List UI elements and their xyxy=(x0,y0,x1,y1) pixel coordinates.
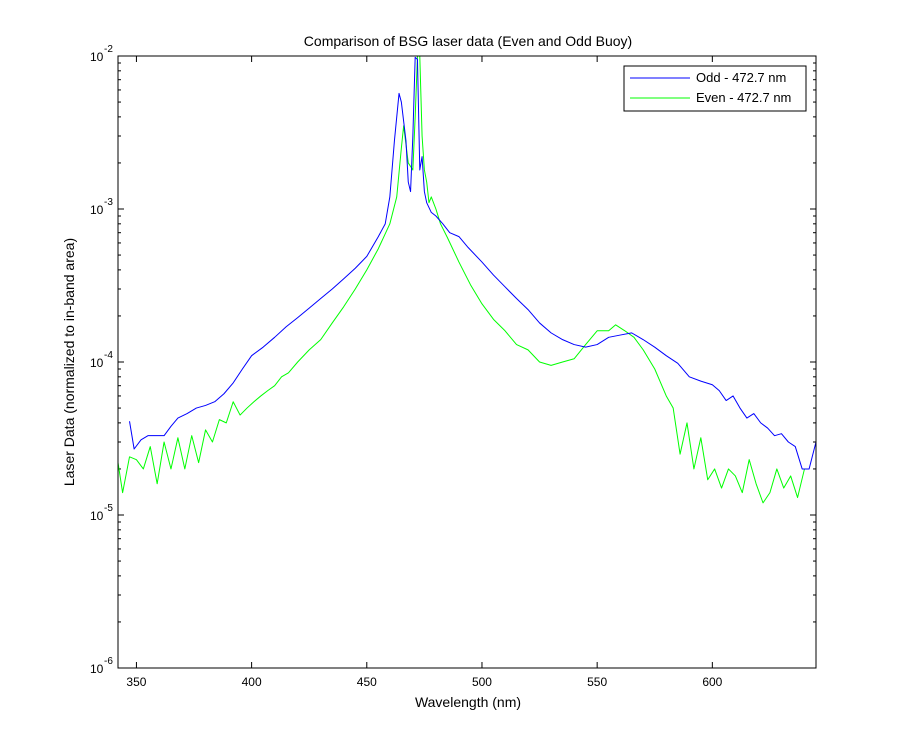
legend-box xyxy=(623,65,807,112)
x-tick-label: 400 xyxy=(242,675,262,689)
x-tick-label: 450 xyxy=(357,675,377,689)
series-even-line xyxy=(118,56,805,504)
y-tick-label-base: 10 xyxy=(90,50,104,64)
y-tick-label-base: 10 xyxy=(90,509,104,523)
x-tick-label: 350 xyxy=(126,675,146,689)
x-tick-label: 550 xyxy=(587,675,607,689)
x-tick-label: 600 xyxy=(702,675,722,689)
legend-odd-label: Odd - 472.7 nm xyxy=(696,70,786,85)
y-tick-label-exponent: -2 xyxy=(104,44,113,55)
y-tick-label-base: 10 xyxy=(90,662,104,676)
y-tick-label-exponent: -6 xyxy=(104,656,113,667)
series-odd-line xyxy=(129,56,816,470)
legend: Odd - 472.7 nm Even - 472.7 nm xyxy=(623,65,807,112)
y-tick-label-exponent: -3 xyxy=(104,197,113,208)
x-axis-label: Wavelength (nm) xyxy=(415,694,521,710)
y-axis-label: Laser Data (normalized to in-band area) xyxy=(61,238,77,486)
y-tick-label-base: 10 xyxy=(90,356,104,370)
series-layer xyxy=(118,56,816,504)
y-tick-label-base: 10 xyxy=(90,203,104,217)
legend-even-label: Even - 472.7 nm xyxy=(696,90,791,105)
y-tick-label-exponent: -5 xyxy=(104,503,113,514)
y-tick-label-exponent: -4 xyxy=(104,350,113,361)
chart-title: Comparison of BSG laser data (Even and O… xyxy=(304,33,632,49)
plot-area xyxy=(118,56,816,668)
x-tick-label: 500 xyxy=(472,675,492,689)
plot-frame xyxy=(117,55,817,669)
